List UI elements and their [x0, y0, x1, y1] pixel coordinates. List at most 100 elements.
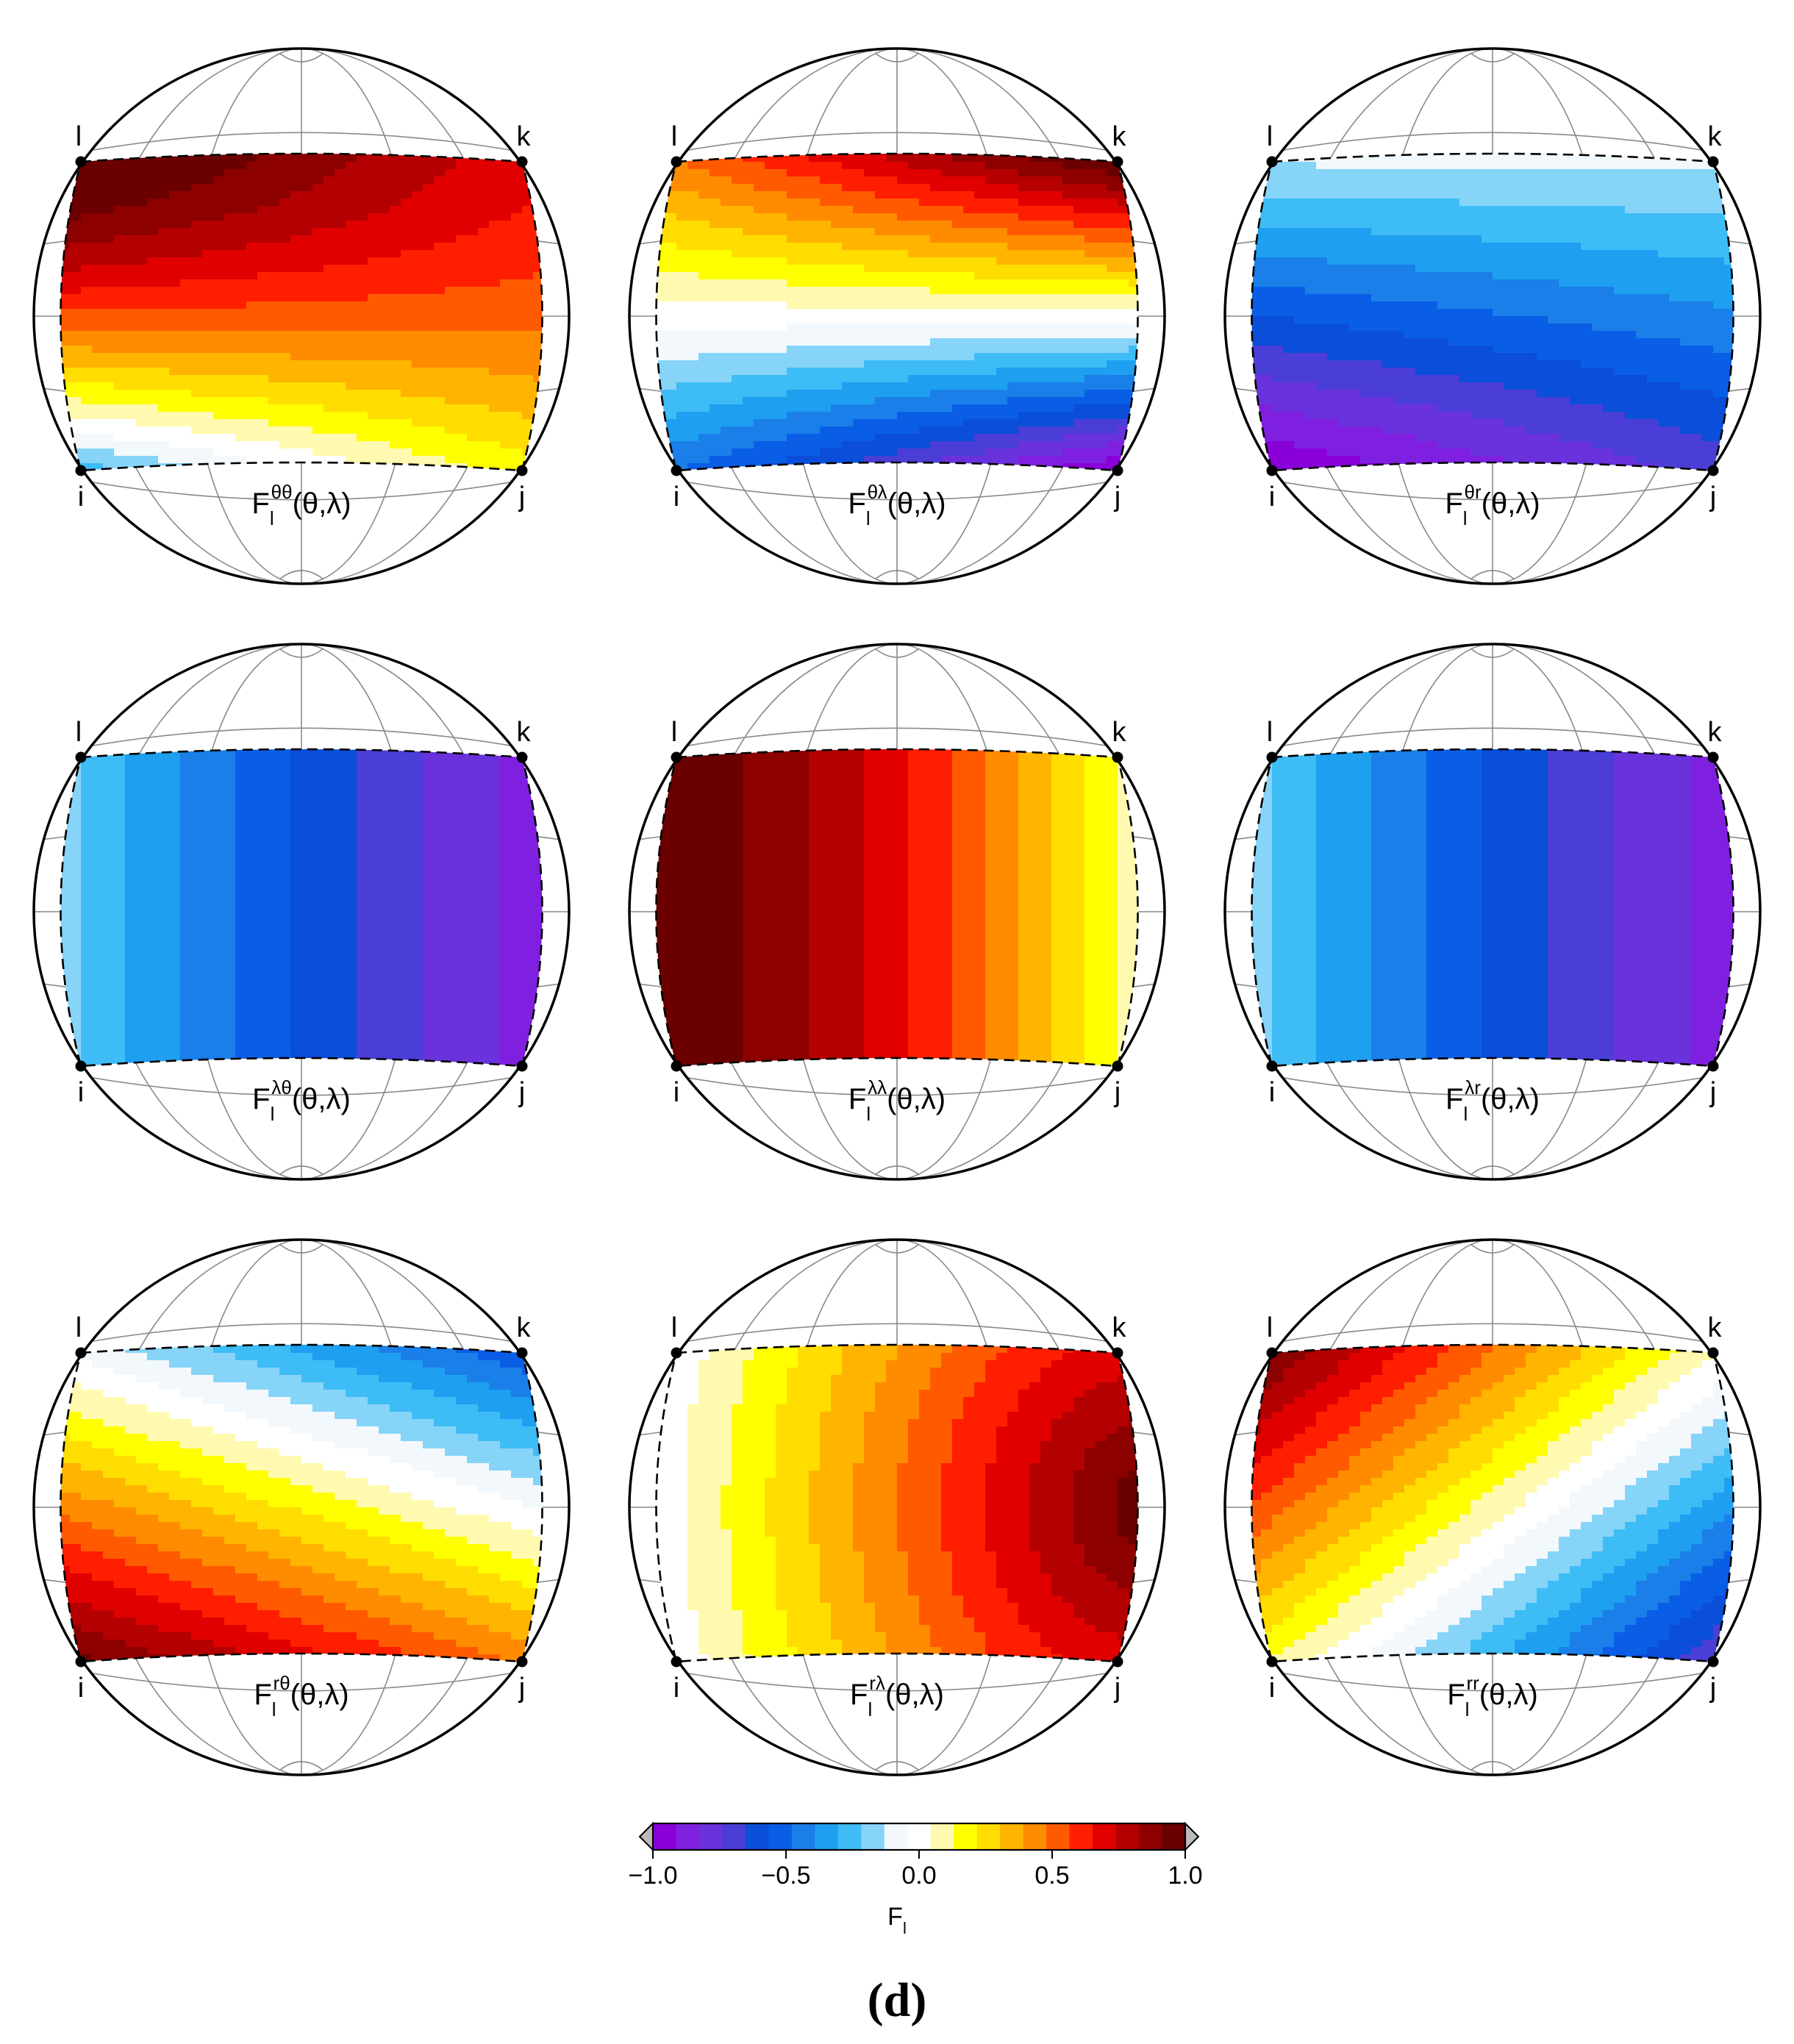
corner-l-label: l	[76, 717, 82, 748]
field-theta-lambda	[656, 154, 1138, 471]
panel-r-lambda: l k i j Flrλ(θ,λ)	[628, 1238, 1166, 1776]
corner-i-label: i	[1269, 1673, 1275, 1704]
corner-j-label: j	[1114, 482, 1121, 512]
corner-j-label: j	[1709, 1673, 1716, 1704]
colorbar-swatch	[1046, 1823, 1071, 1850]
corner-j-dot	[1112, 465, 1123, 476]
corner-k-dot	[516, 156, 528, 168]
field-theta-r	[1251, 154, 1734, 471]
colorbar-swatch	[1069, 1823, 1093, 1850]
corner-l-dot	[75, 751, 87, 763]
corner-k-label: k	[1708, 121, 1723, 152]
corner-l-dot	[671, 1347, 682, 1359]
globe-outline	[628, 1238, 1166, 1776]
function-label-theta-lambda: Flθλ(θ,λ)	[848, 481, 946, 529]
corner-j-label: j	[518, 482, 525, 512]
function-label-lambda-theta: Flλθ(θ,λ)	[252, 1076, 351, 1125]
globe-outline	[1223, 47, 1762, 585]
corner-k-dot	[1707, 1347, 1719, 1359]
function-label-r-r: Flrr(θ,λ)	[1447, 1672, 1538, 1720]
corner-k-label: k	[517, 717, 532, 748]
panel-lambda-r: l k i j Flλr(θ,λ)	[1223, 643, 1762, 1181]
corner-l-dot	[75, 1347, 87, 1359]
corner-l-dot	[671, 156, 682, 168]
corner-i-dot	[75, 1656, 87, 1668]
colorbar-swatch	[722, 1823, 746, 1850]
field-r-lambda	[656, 1345, 1138, 1662]
corner-i-label: i	[1269, 1077, 1275, 1108]
colorbar: −1.0 −0.5 0.0 0.5 1.0 Fl	[628, 1821, 1203, 1937]
colorbar-swatch	[653, 1823, 676, 1850]
colorbar-high-arrow	[1184, 1821, 1200, 1852]
corner-l-label: l	[76, 1312, 82, 1343]
corner-i-dot	[671, 1656, 682, 1668]
corner-k-label: k	[1112, 1312, 1127, 1343]
corner-k-label: k	[517, 121, 532, 152]
corner-l-label: l	[1267, 1312, 1273, 1343]
panel-theta-r: l k i j Flθr(θ,λ)	[1223, 47, 1762, 585]
colorbar-swatch	[976, 1823, 1001, 1850]
corner-j-dot	[1707, 1656, 1719, 1668]
corner-i-dot	[1266, 1060, 1278, 1072]
corner-i-dot	[1266, 465, 1278, 476]
globe-outline	[1223, 1238, 1762, 1776]
corner-i-label: i	[78, 1077, 84, 1108]
corner-i-dot	[1266, 1656, 1278, 1668]
colorbar-swatch	[1139, 1823, 1163, 1850]
corner-i-dot	[75, 1060, 87, 1072]
corner-k-label: k	[1112, 121, 1127, 152]
globe-outline	[1223, 643, 1762, 1181]
panel-lambda-theta: l k i j Flλθ(θ,λ)	[32, 643, 571, 1181]
corner-j-dot	[516, 1656, 528, 1668]
corner-i-label: i	[1269, 482, 1275, 512]
panel-theta-theta: l k i j Flθθ(θ,λ)	[32, 47, 571, 585]
colorbar-tick-label: 0.0	[901, 1862, 936, 1890]
corner-l-dot	[1266, 751, 1278, 763]
corner-l-label: l	[76, 121, 82, 152]
function-label-lambda-r: Flλr(θ,λ)	[1445, 1076, 1540, 1125]
corner-j-dot	[1112, 1060, 1123, 1072]
colorbar-tick-label: 0.5	[1034, 1862, 1069, 1890]
colorbar-swatch	[861, 1823, 885, 1850]
corner-l-label: l	[1267, 121, 1273, 152]
corner-j-label: j	[1709, 1077, 1716, 1108]
field-lambda-lambda	[656, 749, 1138, 1066]
colorbar-swatch	[907, 1823, 932, 1850]
globe-outline	[32, 47, 571, 585]
corner-j-dot	[516, 1060, 528, 1072]
globe-outline	[32, 1238, 571, 1776]
corner-k-label: k	[1112, 717, 1127, 748]
colorbar-swatch	[1023, 1823, 1047, 1850]
corner-k-dot	[1707, 751, 1719, 763]
colorbar-swatch	[791, 1823, 815, 1850]
corner-i-dot	[671, 465, 682, 476]
panel-lambda-lambda: l k i j Flλλ(θ,λ)	[628, 643, 1166, 1181]
corner-k-label: k	[1708, 717, 1723, 748]
panel-r-theta: l k i j Flrθ(θ,λ)	[32, 1238, 571, 1776]
function-label-lambda-lambda: Flλλ(θ,λ)	[848, 1076, 946, 1125]
colorbar-swatch	[884, 1823, 908, 1850]
colorbar-swatch	[768, 1823, 793, 1850]
corner-l-dot	[1266, 1347, 1278, 1359]
colorbar-low-arrow	[638, 1821, 654, 1852]
function-label-r-theta: Flrθ(θ,λ)	[254, 1672, 349, 1720]
colorbar-swatch	[1162, 1823, 1186, 1850]
colorbar-tick-label: −1.0	[628, 1862, 677, 1890]
corner-l-dot	[1266, 156, 1278, 168]
corner-i-label: i	[673, 1077, 679, 1108]
corner-j-dot	[1707, 465, 1719, 476]
corner-k-dot	[516, 751, 528, 763]
corner-i-dot	[671, 1060, 682, 1072]
panel-theta-lambda: l k i j Flθλ(θ,λ)	[628, 47, 1166, 585]
panel-label: (d)	[868, 1973, 927, 2027]
colorbar-swatch	[815, 1823, 839, 1850]
corner-j-label: j	[1114, 1673, 1121, 1704]
corner-i-label: i	[78, 1673, 84, 1704]
field-lambda-r	[1251, 749, 1734, 1066]
corner-i-label: i	[673, 1673, 679, 1704]
colorbar-tick-label: −0.5	[761, 1862, 810, 1890]
panel-r-r: l k i j Flrr(θ,λ)	[1223, 1238, 1762, 1776]
corner-j-dot	[1112, 1656, 1123, 1668]
colorbar-swatch	[676, 1823, 700, 1850]
globe-outline	[32, 643, 571, 1181]
